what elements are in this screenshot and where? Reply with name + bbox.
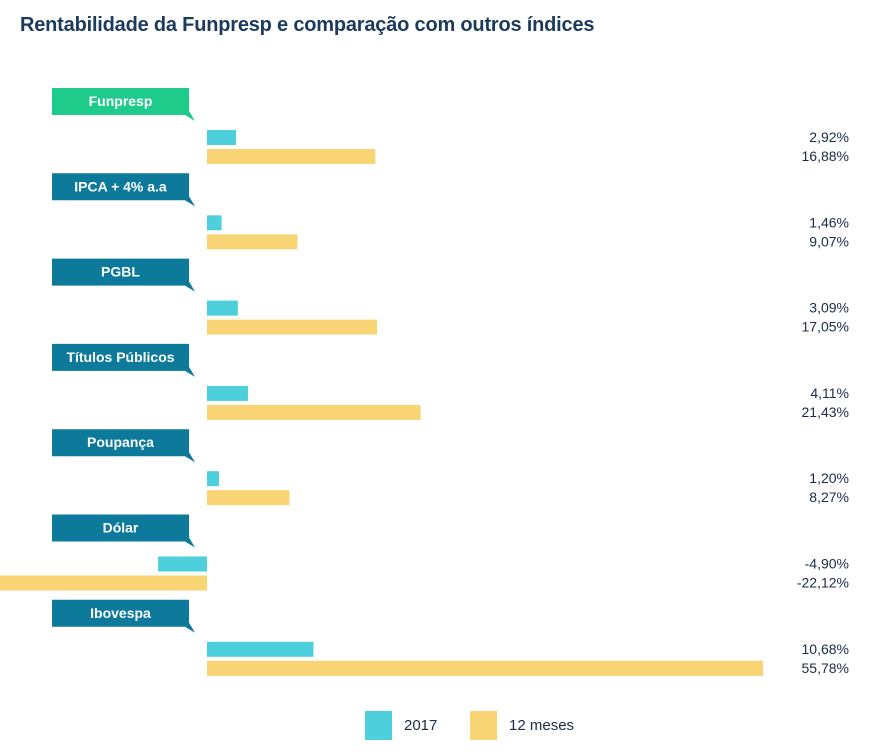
category-label-funpresp: Funpresp — [89, 93, 153, 109]
bar-poupanca-2017 — [207, 471, 219, 487]
category-label-ipca-4-a-a: IPCA + 4% a.a — [74, 178, 167, 194]
value-label-funpresp-12-meses: 16,88% — [802, 148, 849, 164]
value-label-pgbl-2017: 3,09% — [809, 300, 849, 316]
category-label-ibovespa: Ibovespa — [90, 605, 151, 621]
bar-titulos-publicos-12-meses — [207, 404, 421, 420]
legend-label-12-meses: 12 meses — [509, 717, 575, 734]
category-label-dolar: Dólar — [103, 520, 139, 536]
value-label-ipca-4-a-a-2017: 1,46% — [809, 214, 849, 230]
bar-ibovespa-12-meses — [207, 660, 764, 676]
category-label-poupanca: Poupança — [87, 434, 154, 450]
chart-title: Rentabilidade da Funpresp e comparação c… — [20, 14, 595, 36]
legend-item-2017: 2017 — [365, 711, 437, 740]
value-label-ipca-4-a-a-12-meses: 9,07% — [809, 233, 849, 249]
bar-pgbl-2017 — [207, 300, 238, 316]
bar-ipca-4-a-a-12-meses — [207, 234, 298, 250]
value-label-pgbl-12-meses: 17,05% — [802, 319, 849, 335]
value-label-funpresp-2017: 2,92% — [809, 129, 849, 145]
value-label-titulos-publicos-2017: 4,11% — [810, 385, 849, 401]
value-label-ibovespa-2017: 10,68% — [802, 641, 849, 657]
category-tag-poupanca — [52, 429, 195, 463]
value-label-dolar-2017: -4,90% — [805, 556, 849, 572]
bar-titulos-publicos-2017 — [207, 385, 248, 401]
legend-item-12-meses: 12 meses — [470, 711, 574, 740]
bar-funpresp-2017 — [207, 130, 237, 145]
category-tag-pgbl — [52, 258, 195, 292]
category-label-pgbl: PGBL — [101, 264, 140, 280]
category-label-titulos-publicos: Títulos Públicos — [66, 349, 174, 365]
category-tag-ibovespa — [52, 599, 195, 633]
bar-poupanca-12-meses — [207, 490, 290, 506]
category-tag-ipca-4-a-a — [52, 173, 195, 207]
category-tag-funpresp — [52, 88, 195, 121]
bar-chart: Funpresp 2,92% 16,88% IPCA + 4% a.a 1,46% 9,0… — [0, 88, 849, 676]
bar-pgbl-12-meses — [207, 319, 377, 335]
value-label-poupanca-12-meses: 8,27% — [809, 489, 849, 505]
value-label-poupanca-2017: 1,20% — [809, 470, 849, 486]
bar-dolar-12-meses — [0, 575, 208, 591]
value-label-dolar-12-meses: -22,12% — [797, 575, 849, 591]
bar-ibovespa-2017 — [207, 641, 314, 657]
legend-label-2017: 2017 — [404, 717, 438, 734]
value-label-titulos-publicos-12-meses: 21,43% — [802, 404, 849, 420]
bar-ipca-4-a-a-2017 — [207, 215, 222, 231]
chart-legend: 2017 12 meses — [0, 711, 879, 743]
value-label-ibovespa-12-meses: 55,78% — [802, 660, 849, 676]
category-tag-dolar — [52, 514, 195, 548]
bar-funpresp-12-meses — [207, 149, 376, 164]
legend-swatch-2017 — [365, 711, 392, 740]
legend-swatch-12-meses — [470, 711, 497, 740]
category-tag-titulos-publicos — [52, 343, 195, 377]
bar-dolar-2017 — [158, 556, 207, 572]
